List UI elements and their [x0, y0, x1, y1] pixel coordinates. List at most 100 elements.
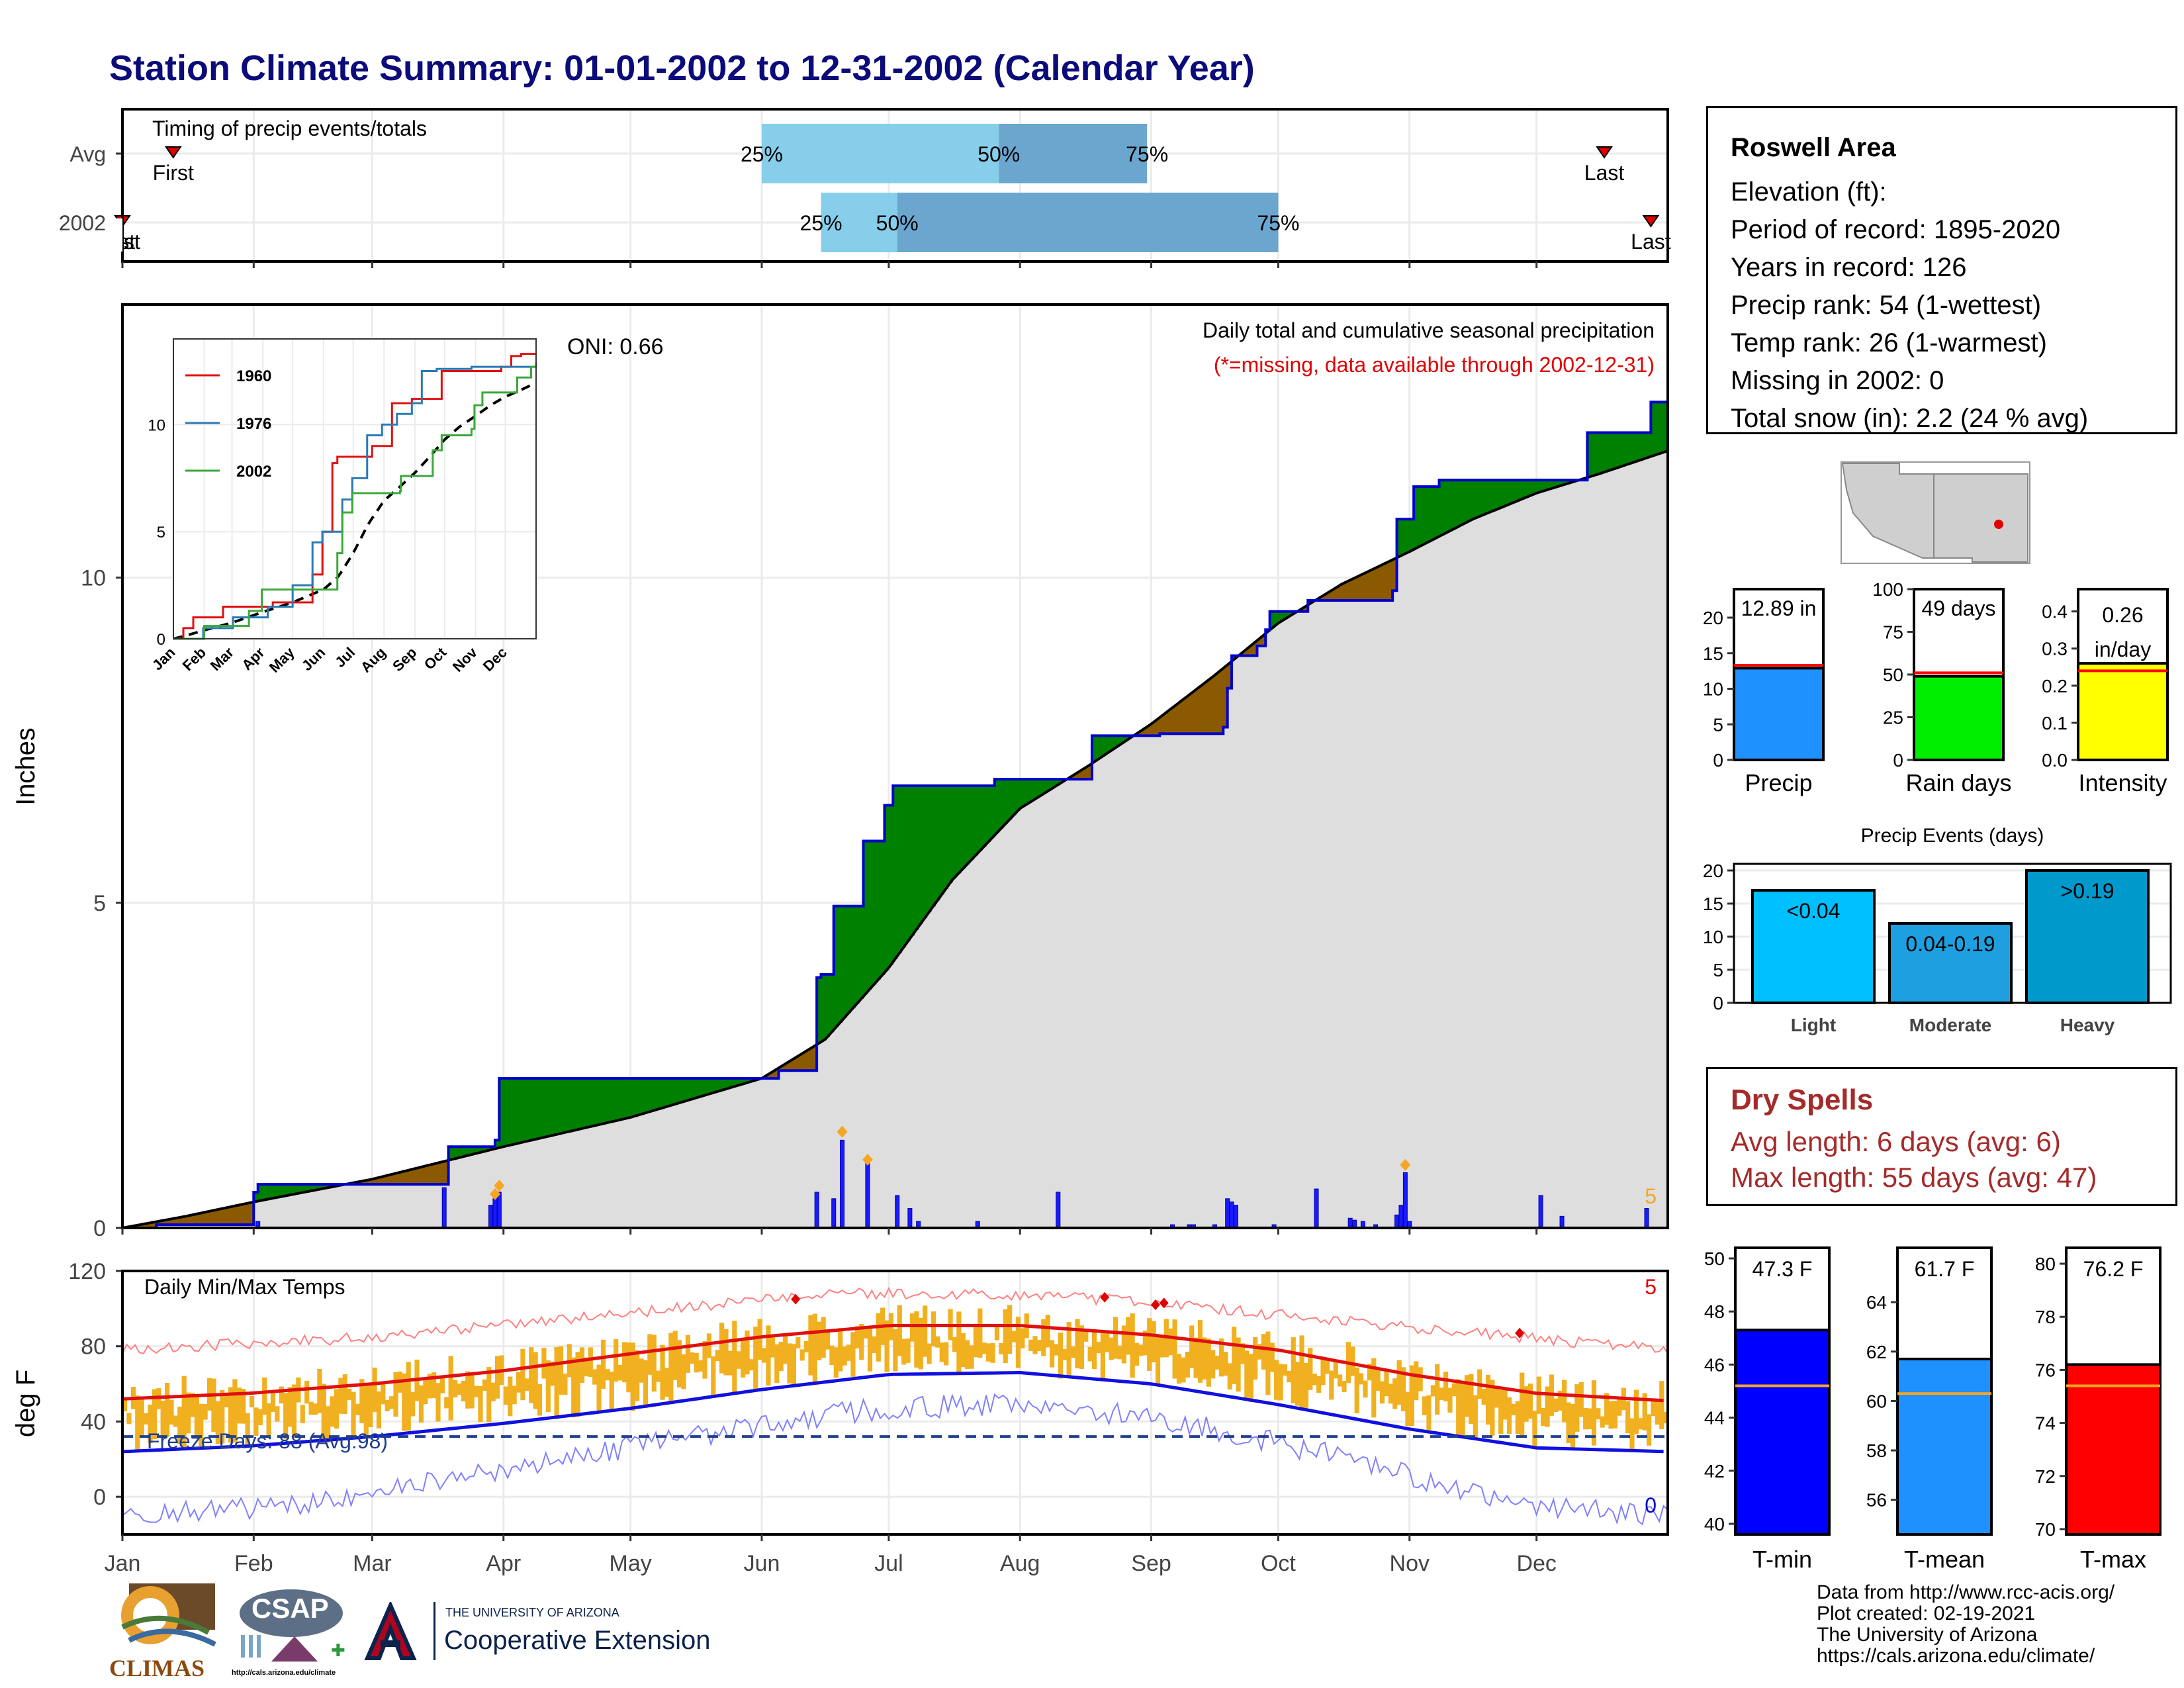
anomaly-fill	[194, 1213, 199, 1225]
mini-y-tick-label: 0.2	[2042, 676, 2068, 696]
credit-line: Plot created: 02-19-2021	[1817, 1603, 2036, 1624]
daily-temp-bar	[550, 1362, 555, 1386]
anomaly-fill	[656, 1078, 661, 1109]
inset-frame	[173, 338, 537, 639]
anomaly-fill	[1350, 579, 1355, 600]
anomaly-fill	[1629, 432, 1635, 463]
inset-legend-label: 1960	[236, 367, 271, 385]
daily-temp-bar	[152, 1389, 157, 1440]
anomaly-fill	[1223, 666, 1228, 727]
anomaly-fill	[1435, 487, 1440, 538]
daily-temp-bar	[596, 1364, 602, 1413]
daily-temp-bar	[690, 1352, 695, 1364]
anomaly-fill	[621, 1078, 627, 1119]
daily-temp-bar	[435, 1383, 441, 1422]
daily-temp-bar	[647, 1334, 653, 1375]
y-tick-label: 0	[93, 1485, 106, 1510]
mini-value-bar	[2079, 663, 2166, 759]
anomaly-fill	[1206, 680, 1211, 734]
anomaly-fill	[1490, 480, 1495, 512]
timing-chart: 25%50%75%FirstLastAvg25%50%75%FirstLast2…	[59, 108, 1671, 268]
month-label: Jun	[744, 1551, 780, 1576]
mini-value-label: 0.26	[2102, 603, 2143, 627]
daily-temp-bar	[351, 1391, 356, 1439]
daily-temp-bar	[575, 1352, 580, 1417]
daily-temp-bar	[1612, 1401, 1618, 1429]
daily-temp-bar	[1003, 1309, 1008, 1364]
anomaly-fill	[981, 785, 987, 847]
anomaly-fill	[232, 1205, 238, 1225]
mini-label: Precip	[1745, 769, 1812, 796]
y-axis-label: deg F	[11, 1370, 40, 1437]
timing-title: Timing of precip events/totals	[152, 117, 427, 140]
daily-temp-bar	[774, 1344, 780, 1383]
anomaly-fill	[854, 906, 860, 1004]
anomaly-fill	[1460, 480, 1465, 525]
daily-temp-bar	[482, 1379, 487, 1391]
anomaly-fill	[842, 906, 847, 1018]
daily-temp-bar	[1316, 1376, 1322, 1393]
daily-temp-bar	[901, 1338, 907, 1365]
daily-temp-bar	[939, 1342, 944, 1362]
anomaly-fill	[850, 906, 856, 1009]
anomaly-fill	[719, 1078, 725, 1091]
daily-temp-bar	[300, 1405, 305, 1423]
daily-temp-bar	[1494, 1387, 1499, 1408]
anomaly-fill	[821, 974, 826, 1041]
daily-temp-bar	[719, 1323, 725, 1374]
daily-temp-bar	[448, 1356, 453, 1421]
temps-title: Daily Min/Max Temps	[144, 1275, 345, 1299]
anomaly-fill	[1244, 649, 1250, 656]
climas-wordmark: CLIMAS	[109, 1655, 205, 1681]
anomaly-fill	[1363, 573, 1368, 600]
daily-temp-bar	[338, 1378, 343, 1414]
quartile-box-upper	[897, 193, 1279, 252]
daily-temp-bar	[520, 1348, 525, 1401]
daily-temp-bar	[960, 1333, 966, 1368]
anomaly-fill	[135, 1225, 140, 1228]
daily-temp-bar	[473, 1385, 479, 1397]
quartile-label: 50%	[978, 142, 1020, 166]
daily-temp-bar	[1244, 1350, 1250, 1398]
daily-temp-bar	[402, 1373, 407, 1431]
month-label: Jan	[105, 1551, 141, 1576]
daily-temp-bar	[715, 1350, 720, 1362]
anomaly-fill	[1160, 716, 1165, 734]
daily-temp-bar	[981, 1342, 987, 1354]
anomaly-fill	[965, 785, 970, 865]
station-info-panel: Roswell Area Elevation (ft): Period of r…	[1706, 106, 2177, 434]
anomaly-fill	[863, 841, 868, 994]
month-label: Apr	[486, 1551, 521, 1576]
anomaly-fill	[1324, 593, 1330, 600]
station-info-line: Elevation (ft):	[1731, 177, 1887, 207]
daily-temp-bar	[1451, 1383, 1457, 1397]
anomaly-fill	[944, 785, 949, 889]
first-marker	[164, 146, 182, 159]
anomaly-fill	[1596, 432, 1601, 475]
daily-temp-bar	[927, 1343, 932, 1364]
anomaly-fill	[1477, 480, 1482, 517]
anomaly-fill	[308, 1184, 314, 1192]
anomaly-fill	[732, 1078, 737, 1087]
anomaly-fill	[203, 1212, 208, 1225]
daily-temp-bar	[537, 1383, 543, 1416]
anomaly-fill	[275, 1184, 280, 1197]
daily-temp-bar	[626, 1342, 631, 1393]
daily-precip-bar	[1644, 1208, 1649, 1229]
daily-temp-bar	[588, 1347, 593, 1377]
anomaly-fill	[1176, 702, 1181, 734]
anomaly-fill	[152, 1222, 157, 1228]
anomaly-fill	[1147, 725, 1152, 736]
daily-temp-bar	[1324, 1358, 1330, 1374]
anomaly-fill	[1253, 642, 1258, 656]
anomaly-fill	[363, 1180, 369, 1185]
month-label: Jul	[874, 1551, 903, 1576]
daily-temp-bar	[1562, 1380, 1567, 1423]
anomaly-fill	[986, 785, 991, 843]
anomaly-fill	[1096, 735, 1101, 759]
anomaly-fill	[1498, 480, 1504, 508]
daily-temp-bar	[1223, 1352, 1228, 1376]
daily-temp-bar	[393, 1372, 398, 1417]
anomaly-fill	[1443, 480, 1448, 534]
daily-temp-bar	[1206, 1338, 1211, 1387]
